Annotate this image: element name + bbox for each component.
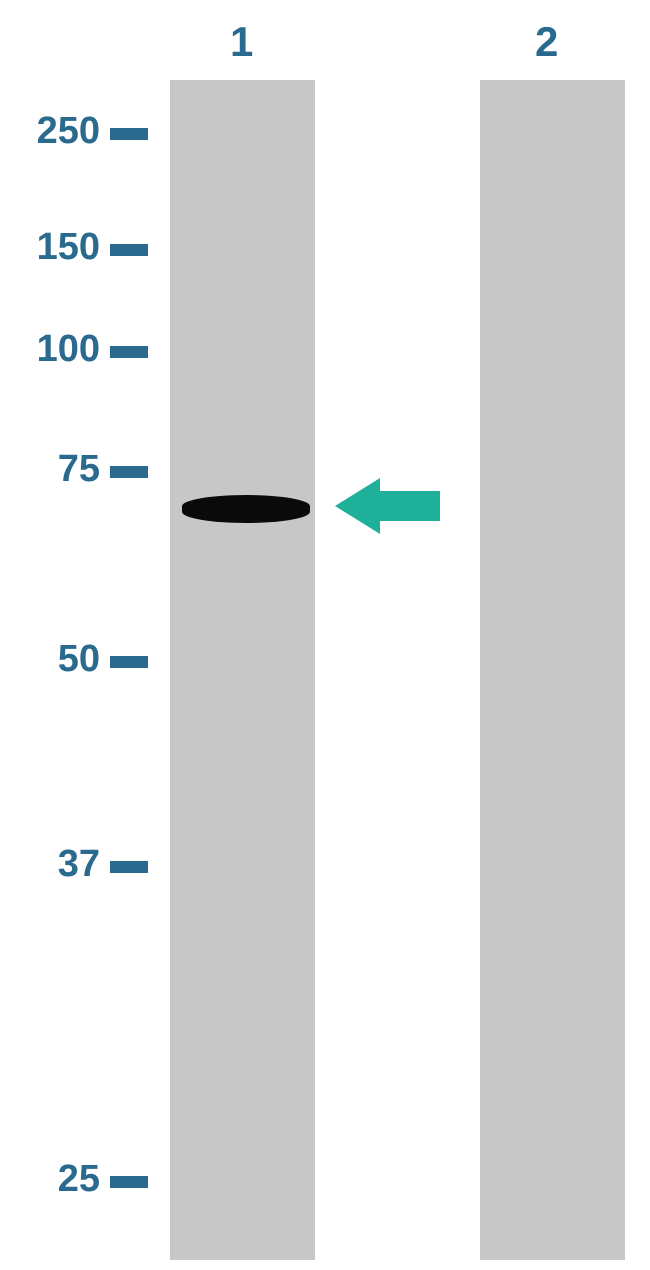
marker-50-tick — [110, 656, 148, 668]
marker-25-tick — [110, 1176, 148, 1188]
marker-37-label: 37 — [10, 843, 100, 886]
lane-2-label: 2 — [535, 18, 558, 66]
marker-75-tick — [110, 466, 148, 478]
marker-25-label: 25 — [10, 1158, 100, 1201]
marker-100-tick — [110, 346, 148, 358]
lane-1-label: 1 — [230, 18, 253, 66]
marker-100-label: 100 — [10, 328, 100, 371]
western-blot-container: 1 2 250 150 100 75 50 37 25 — [0, 0, 650, 1270]
protein-band — [182, 495, 310, 523]
marker-150-label: 150 — [10, 226, 100, 269]
marker-250-label: 250 — [10, 110, 100, 153]
arrow-head-icon — [335, 478, 380, 534]
marker-75-label: 75 — [10, 448, 100, 491]
marker-150-tick — [110, 244, 148, 256]
marker-50-label: 50 — [10, 638, 100, 681]
arrow-tail-icon — [380, 491, 440, 521]
lane-1 — [170, 80, 315, 1260]
marker-37-tick — [110, 861, 148, 873]
marker-250-tick — [110, 128, 148, 140]
lane-2 — [480, 80, 625, 1260]
